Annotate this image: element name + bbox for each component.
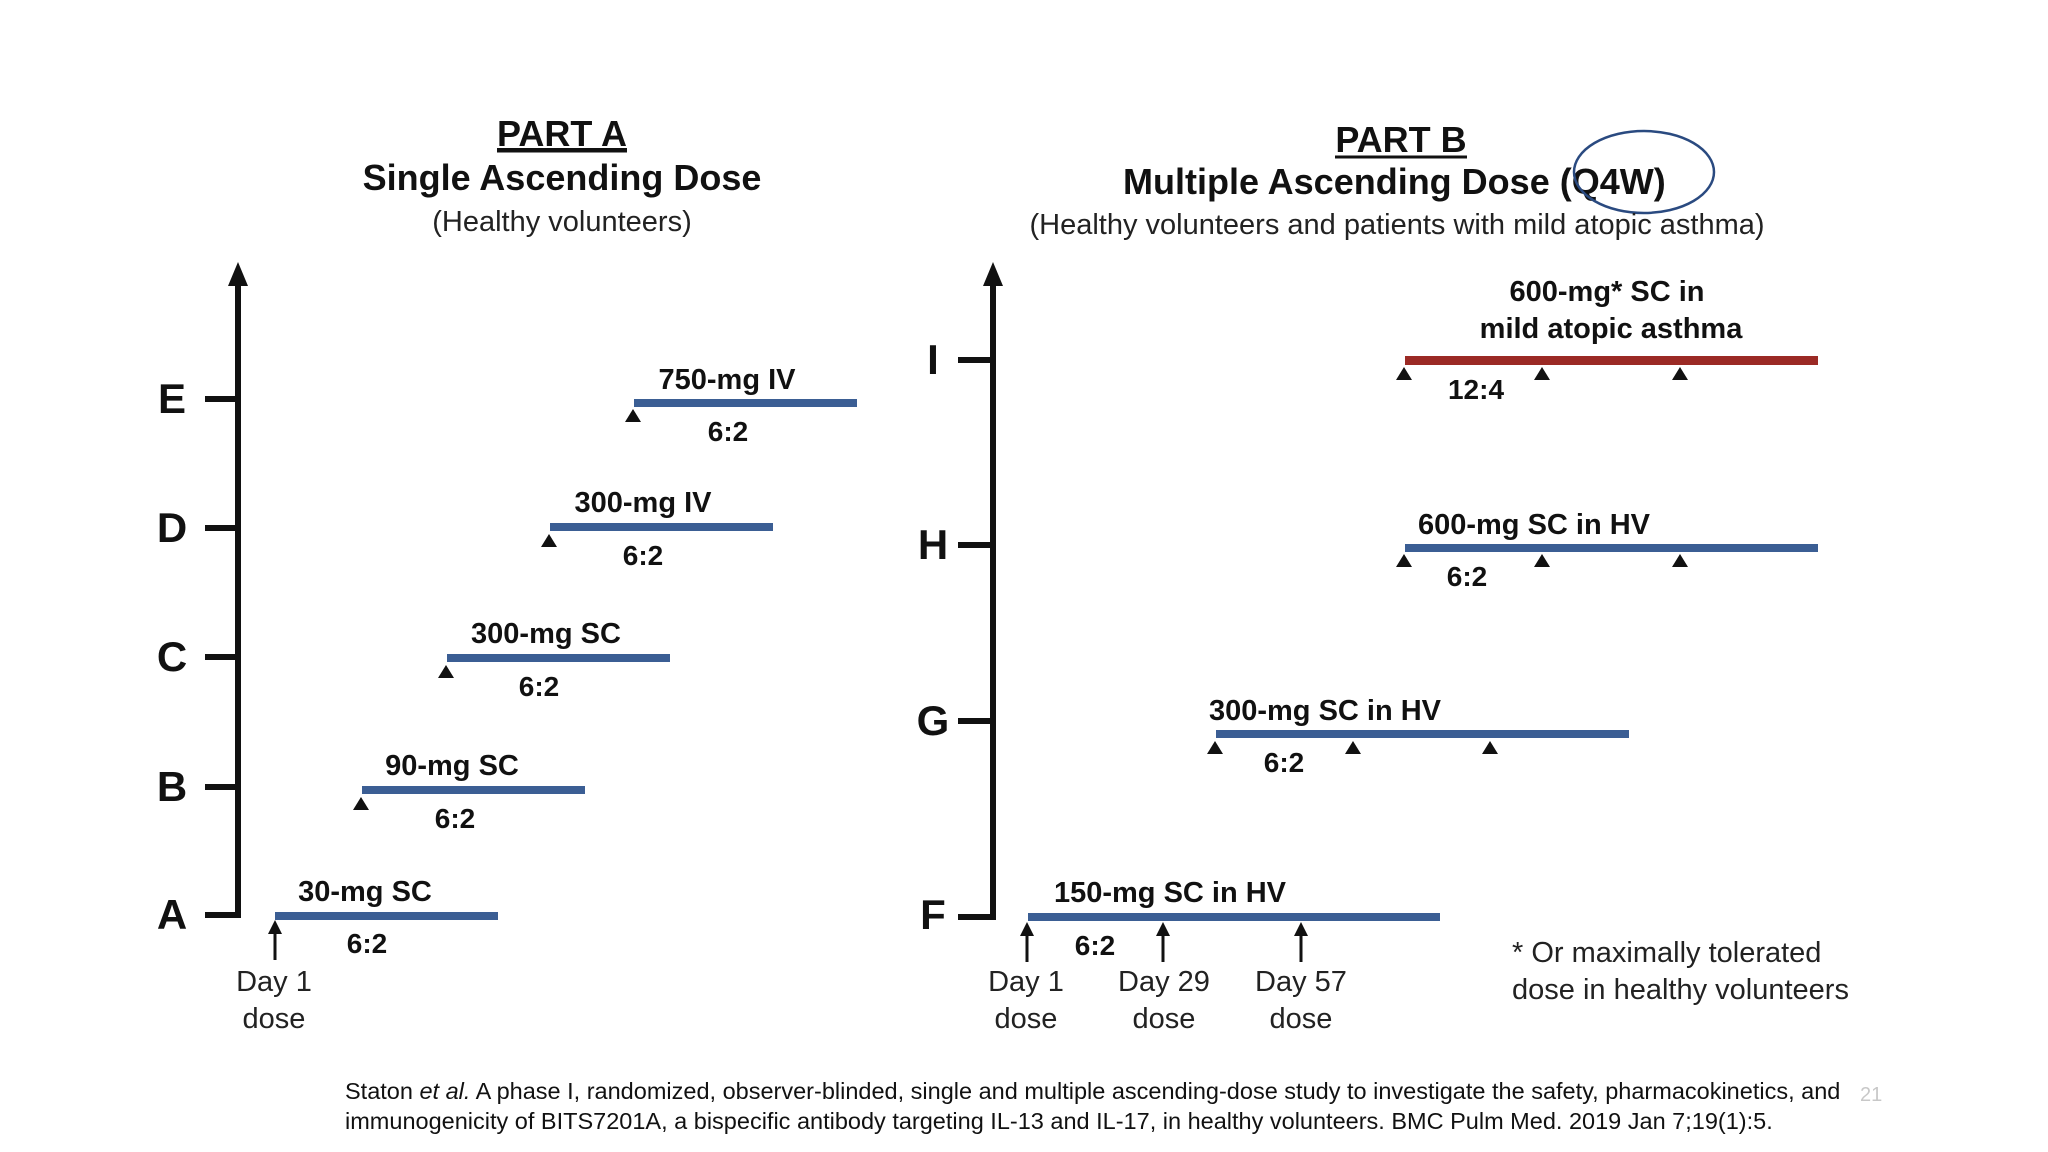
cohort-a: 30-mg SC 6:2 xyxy=(275,876,498,959)
cohort-label: 600-mg SC in HV xyxy=(1418,509,1651,541)
day-label: Day 1 xyxy=(236,966,312,998)
level-label-c: C xyxy=(157,633,187,680)
cohort-ratio: 12:4 xyxy=(1448,374,1504,405)
citation: Staton et al. A phase I, randomized, obs… xyxy=(345,1076,1985,1136)
dose-marker-icon xyxy=(1207,741,1223,754)
footnote-line1: * Or maximally tolerated xyxy=(1512,937,1821,969)
level-label-d: D xyxy=(157,504,187,551)
dose-marker-icon xyxy=(353,797,369,810)
cohort-label: 300-mg SC xyxy=(471,618,621,650)
citation-author: Staton xyxy=(345,1078,420,1104)
part-a-day1-marker: Day 1 dose xyxy=(236,920,312,1035)
cohort-label: 150-mg SC in HV xyxy=(1054,877,1287,909)
cohort-ratio: 6:2 xyxy=(1447,561,1487,592)
cohort-h: 600-mg SC in HV 6:2 xyxy=(1396,509,1818,592)
cohort-i: 600-mg* SC in mild atopic asthma 12:4 xyxy=(1396,276,1818,405)
dose-label: dose xyxy=(1133,1003,1196,1035)
dose-marker-icon xyxy=(625,409,641,422)
up-arrow-icon xyxy=(1294,922,1308,936)
part-a-subtitle: Single Ascending Dose xyxy=(363,157,762,198)
citation-text: A phase I, randomized, observer-blinded,… xyxy=(345,1078,1841,1134)
cohort-label-line1: 600-mg* SC in xyxy=(1510,276,1705,308)
cohort-ratio: 6:2 xyxy=(1075,930,1115,961)
dose-label: dose xyxy=(243,1003,306,1035)
dose-marker-icon xyxy=(1534,554,1550,567)
dose-label: dose xyxy=(1270,1003,1333,1035)
cohort-d: 300-mg IV 6:2 xyxy=(541,487,773,571)
part-a-title: PART A xyxy=(497,113,627,154)
part-a-axis: E D C B A xyxy=(157,262,248,938)
cohort-label-line2: mild atopic asthma xyxy=(1480,313,1744,345)
level-label-f: F xyxy=(920,891,946,938)
cohort-label: 30-mg SC xyxy=(298,876,432,908)
up-arrow-icon xyxy=(1156,922,1170,936)
level-label-h: H xyxy=(918,521,948,568)
part-b-day1-marker: Day 1 dose xyxy=(988,922,1064,1035)
cohort-label: 300-mg SC in HV xyxy=(1209,695,1442,727)
cohort-f: 150-mg SC in HV 6:2 xyxy=(1028,877,1440,961)
cohort-bar xyxy=(550,523,773,531)
cohort-bar xyxy=(275,912,498,920)
part-a-population: (Healthy volunteers) xyxy=(432,206,692,238)
level-label-a: A xyxy=(157,891,187,938)
cohort-label: 300-mg IV xyxy=(575,487,713,519)
cohort-ratio: 6:2 xyxy=(623,540,663,571)
dose-marker-icon xyxy=(1482,741,1498,754)
dose-marker-icon xyxy=(1672,554,1688,567)
cohort-e: 750-mg IV 6:2 xyxy=(625,364,857,447)
part-b-day57-marker: Day 57 dose xyxy=(1255,922,1347,1035)
cohort-ratio: 6:2 xyxy=(1264,747,1304,778)
slide-number: 21 xyxy=(1860,1084,1883,1106)
part-b-population: (Healthy volunteers and patients with mi… xyxy=(1029,209,1764,241)
dose-marker-icon xyxy=(541,534,557,547)
dose-marker-icon xyxy=(1672,367,1688,380)
cohort-bar xyxy=(1405,356,1818,365)
cohort-ratio: 6:2 xyxy=(708,416,748,447)
part-b-subtitle: Multiple Ascending Dose (Q4W) xyxy=(1123,161,1666,202)
cohort-ratio: 6:2 xyxy=(347,928,387,959)
dose-marker-icon xyxy=(1345,741,1361,754)
cohort-bar xyxy=(362,786,585,794)
cohort-bar xyxy=(1405,544,1818,552)
up-arrow-icon xyxy=(1020,922,1034,936)
cohort-c: 300-mg SC 6:2 xyxy=(438,618,670,702)
part-b-header: PART B Multiple Ascending Dose (Q4W) (He… xyxy=(1029,119,1764,241)
part-b-day29-marker: Day 29 dose xyxy=(1118,922,1210,1035)
part-b-axis: I H G F xyxy=(917,262,1003,938)
dose-marker-icon xyxy=(438,665,454,678)
footnote: * Or maximally tolerated dose in healthy… xyxy=(1512,937,1849,1006)
citation-etal: et al. xyxy=(419,1078,471,1104)
cohort-b: 90-mg SC 6:2 xyxy=(353,750,585,834)
level-label-b: B xyxy=(157,763,187,810)
highlight-circle xyxy=(1572,129,1716,215)
dose-marker-icon xyxy=(1396,367,1412,380)
day-label: Day 57 xyxy=(1255,966,1347,998)
cohort-label: 90-mg SC xyxy=(385,750,519,782)
dose-marker-icon xyxy=(1534,367,1550,380)
cohort-bar xyxy=(634,399,857,407)
cohort-bar xyxy=(1028,913,1440,921)
day-label: Day 29 xyxy=(1118,966,1210,998)
dose-marker-icon xyxy=(1396,554,1412,567)
cohort-g: 300-mg SC in HV 6:2 xyxy=(1207,695,1629,778)
cohort-ratio: 6:2 xyxy=(435,803,475,834)
part-a-axis-arrow-icon xyxy=(228,262,248,286)
footnote-line2: dose in healthy volunteers xyxy=(1512,974,1849,1006)
part-b-axis-arrow-icon xyxy=(983,262,1003,286)
dose-label: dose xyxy=(995,1003,1058,1035)
up-arrow-icon xyxy=(268,920,282,934)
level-label-e: E xyxy=(158,375,186,422)
cohort-bar xyxy=(447,654,670,662)
part-a-header: PART A Single Ascending Dose (Healthy vo… xyxy=(363,113,762,238)
level-label-i: I xyxy=(927,336,939,383)
day-label: Day 1 xyxy=(988,966,1064,998)
cohort-ratio: 6:2 xyxy=(519,671,559,702)
level-label-g: G xyxy=(917,697,950,744)
cohort-bar xyxy=(1216,730,1629,738)
part-b-title: PART B xyxy=(1335,119,1466,160)
cohort-label: 750-mg IV xyxy=(659,364,797,396)
